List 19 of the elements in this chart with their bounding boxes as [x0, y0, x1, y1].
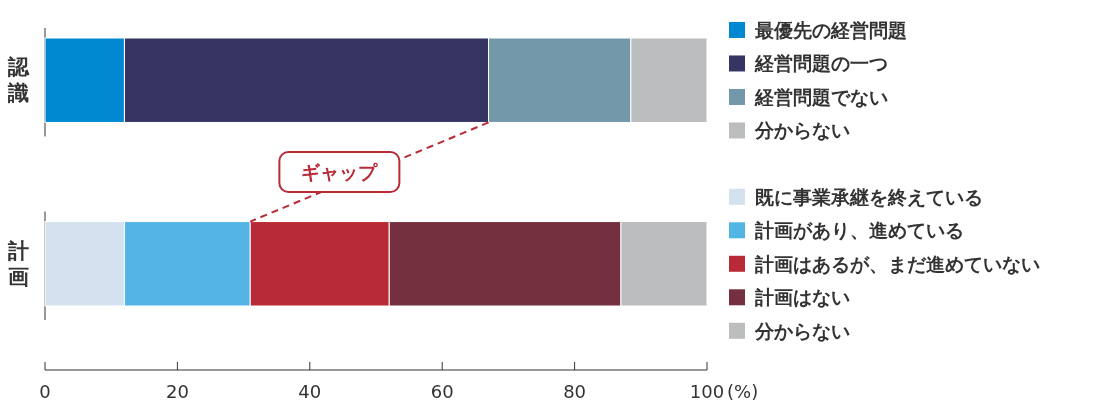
x-tick-label: 40: [298, 381, 322, 402]
legend-label: 経営問題でない: [754, 85, 888, 108]
legend-label: 計画はあるが、まだ進めていない: [754, 252, 1040, 275]
x-tick-label: 60: [430, 381, 454, 402]
x-axis-title: (%): [727, 381, 759, 402]
y-tick-label: 認識: [6, 55, 30, 106]
y-tick-label: 計画: [6, 238, 29, 289]
x-tick-label: 20: [165, 381, 189, 402]
legend-label: 最優先の経営問題: [754, 18, 907, 41]
x-tick-label: 80: [563, 381, 587, 402]
legend-label: 既に事業承継を終えている: [755, 185, 983, 208]
legend-label: 計画があり、進めている: [754, 219, 964, 242]
legend-label: 経営問題の一つ: [754, 52, 888, 75]
legend-label: 分からない: [754, 119, 850, 142]
legend-label: 計画はない: [754, 286, 850, 309]
x-tick-label: 100: [689, 381, 725, 402]
legend-label: 分からない: [754, 319, 850, 342]
annotation: ギャップ: [301, 161, 379, 183]
x-tick-label: 0: [39, 381, 51, 402]
